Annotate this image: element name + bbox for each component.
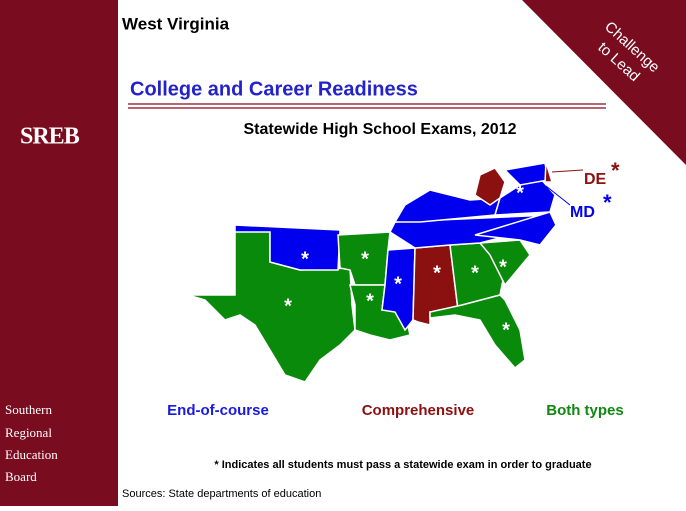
state-marker: * [499, 256, 507, 278]
state [474, 167, 506, 206]
state [474, 211, 557, 246]
footnote: * Indicates all students must pass a sta… [214, 459, 591, 471]
state-markers: * * * * * * * * * * [284, 182, 524, 341]
org-name: Southern Regional Education Board [5, 402, 58, 484]
source: Sources: State departments of education [122, 488, 321, 500]
org-line: Regional [5, 425, 52, 440]
org-line: Southern [5, 402, 52, 417]
callout-line [551, 169, 584, 173]
title: West Virginia [122, 14, 230, 33]
callout-line [545, 185, 571, 206]
org-line: Board [5, 469, 37, 484]
state-marker: * [361, 248, 369, 270]
state-marker: * [433, 262, 441, 284]
sidebar [0, 0, 118, 506]
state-marker: * [516, 182, 524, 204]
legend-item: Comprehensive [362, 402, 475, 419]
state-marker: * [301, 248, 309, 270]
state-marker: * [284, 295, 292, 317]
logo: SREB [20, 124, 80, 150]
callout-label: DE [584, 171, 607, 188]
callout-marker: * [611, 158, 620, 183]
state [478, 239, 531, 287]
legend-item: Both types [546, 402, 624, 419]
state-marker: * [471, 262, 479, 284]
callout-label: MD [570, 204, 595, 221]
heading: College and Career Readiness [130, 78, 418, 100]
state [393, 189, 502, 223]
org-line: Education [5, 447, 58, 462]
state-marker: * [366, 290, 374, 312]
subtitle: Statewide High School Exams, 2012 [244, 121, 517, 138]
state [544, 161, 554, 183]
map [187, 161, 557, 383]
legend-item: End-of-course [167, 402, 269, 419]
banner [522, 0, 686, 165]
state [429, 294, 526, 370]
state-marker: * [502, 319, 510, 341]
state-marker: * [394, 273, 402, 295]
callout-marker: * [603, 190, 612, 215]
